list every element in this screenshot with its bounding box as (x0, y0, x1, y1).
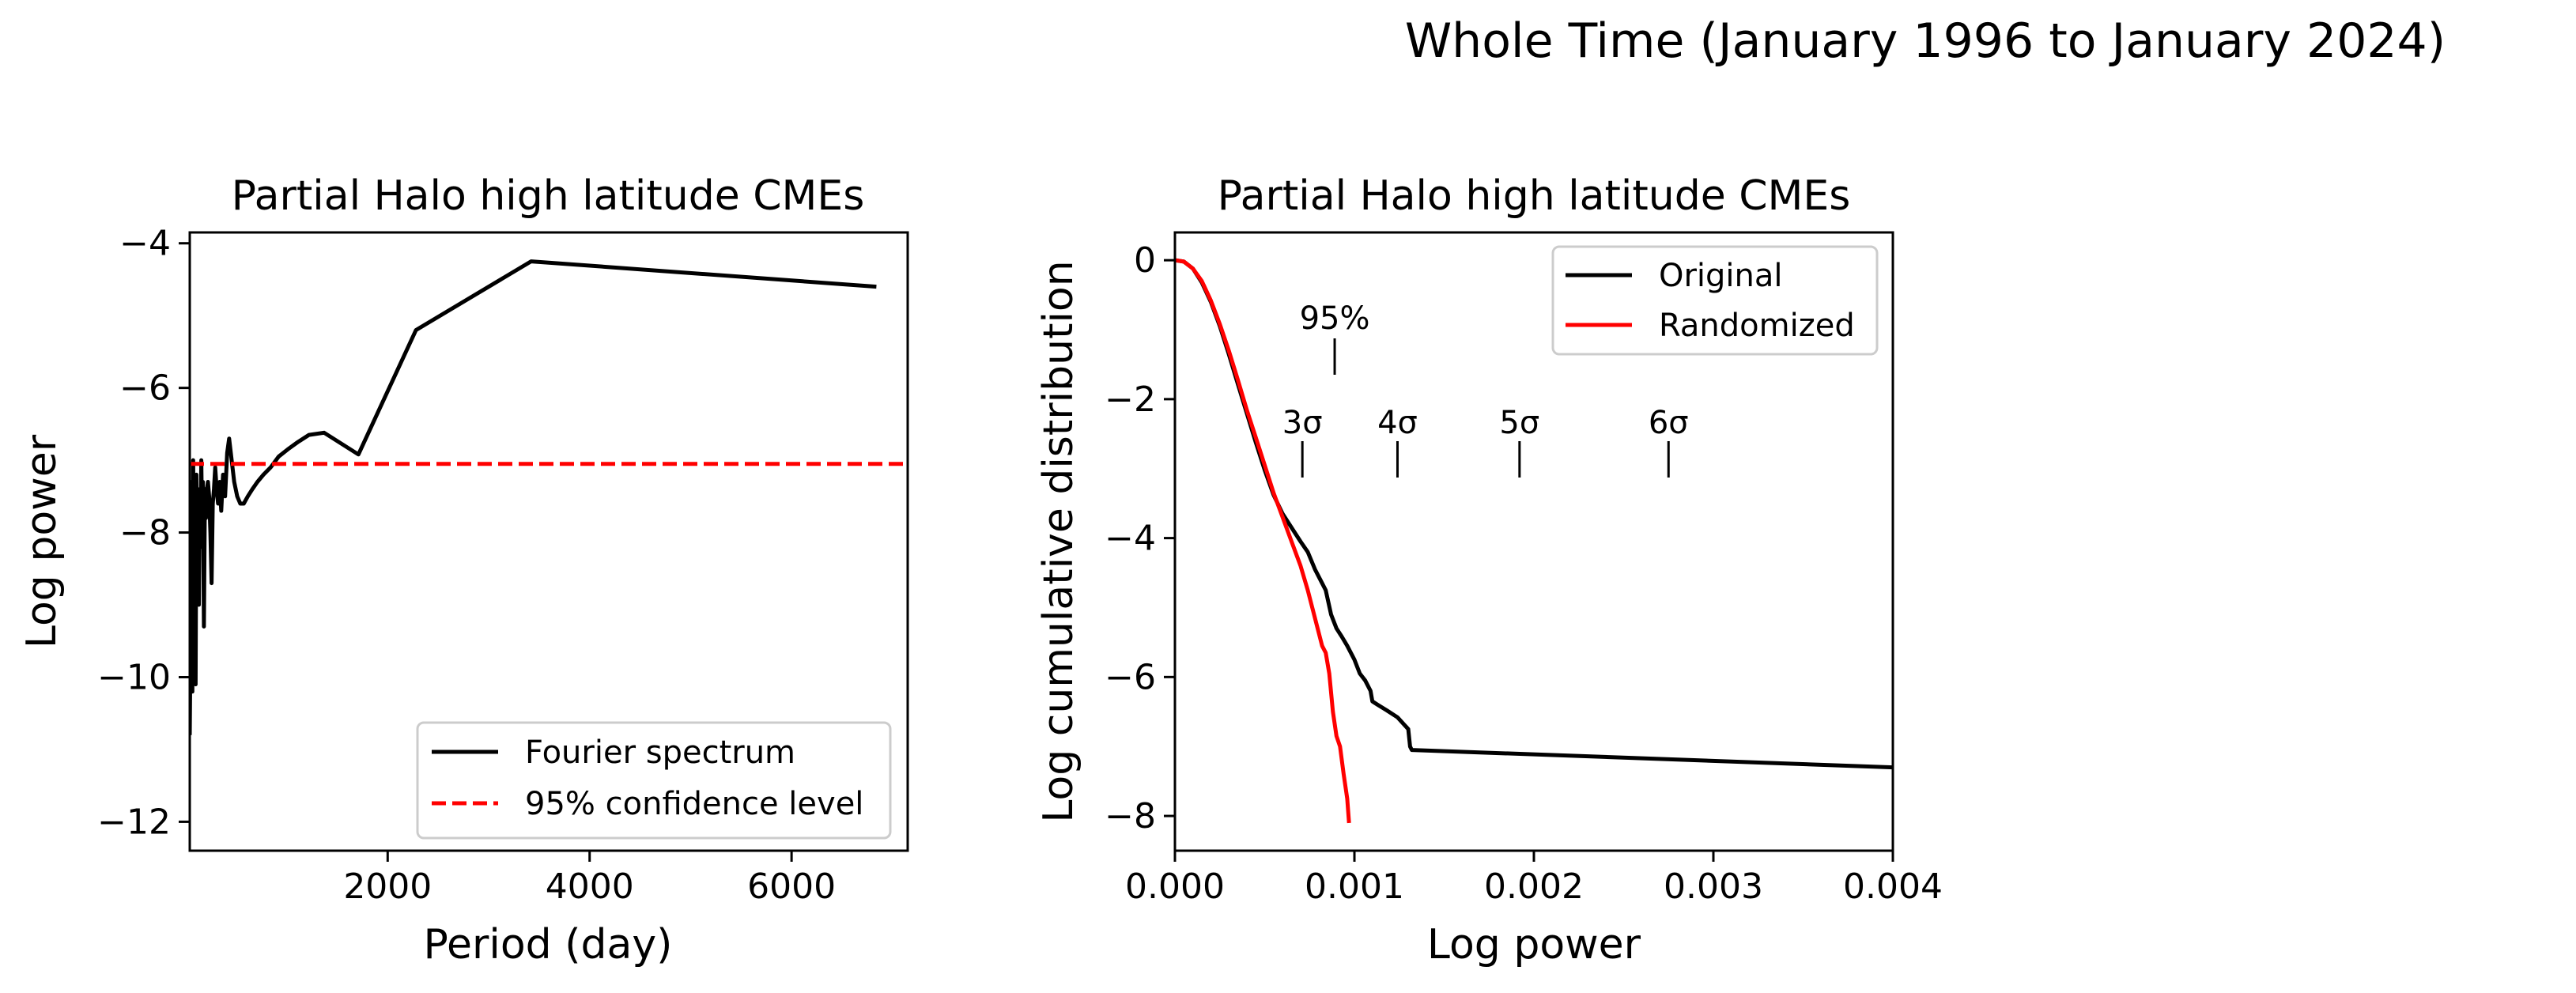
panel-cumulative-distribution: Partial Halo high latitude CMEs 95% 3σ 4σ 5… (1035, 172, 1943, 968)
x-tick-label: 0.001 (1305, 867, 1404, 907)
series-line-randomized (1175, 258, 1351, 824)
x-tick-label: 0.004 (1843, 867, 1943, 907)
y-tick-label: −4 (1105, 519, 1156, 559)
y-tick-label: −6 (1105, 657, 1156, 697)
figure-suptitle: Whole Time (January 1996 to January 2024… (1405, 13, 2446, 69)
legend-label-original: Original (1659, 258, 1783, 294)
annotation-label: 3σ (1282, 405, 1323, 441)
panel-1-axes-frame (188, 231, 909, 852)
annotation-label: 95% (1300, 300, 1370, 337)
panel-2-ylabel: Log cumulative distribution (1035, 260, 1082, 822)
panel-fourier-spectrum: Partial Halo high latitude CMEs 2000 4000… (18, 172, 909, 968)
y-tick-label: −10 (97, 657, 171, 697)
panel-1-legend-box (416, 721, 892, 840)
panel-1-legend: Fourier spectrum 95% confidence level (416, 721, 892, 840)
series-line-fourier-spectrum (190, 259, 877, 735)
y-tick-label: −8 (1105, 796, 1156, 836)
x-tick-label: 2000 (343, 867, 432, 907)
panel-1-title: Partial Halo high latitude CMEs (232, 172, 865, 220)
panel-1-ylabel: Log power (18, 434, 66, 648)
panel-2-legend: Original Randomized (1551, 245, 1879, 356)
x-tick-label: 6000 (747, 867, 836, 907)
y-tick-label: −12 (97, 802, 171, 842)
x-tick-label: 0.003 (1664, 867, 1763, 907)
y-tick-label: −4 (119, 224, 171, 264)
annotation-label: 5σ (1499, 405, 1539, 441)
panel-1-xlabel: Period (day) (424, 921, 673, 968)
x-tick-label: 0.002 (1484, 867, 1584, 907)
x-tick-label: 4000 (546, 867, 634, 907)
panel-2-xlabel: Log power (1427, 921, 1641, 968)
y-tick-label: 0 (1134, 240, 1156, 281)
y-tick-label: −2 (1105, 379, 1156, 420)
legend-label-confidence-level: 95% confidence level (525, 786, 863, 822)
panel-2-title: Partial Halo high latitude CMEs (1218, 172, 1851, 220)
legend-label-randomized: Randomized (1659, 308, 1855, 344)
panel-2-legend-box (1551, 245, 1879, 356)
annotation-label: 6σ (1649, 405, 1689, 441)
annotation-label: 4σ (1377, 405, 1418, 441)
legend-label-fourier-spectrum: Fourier spectrum (525, 734, 795, 771)
x-tick-label: 0.000 (1125, 867, 1225, 907)
y-tick-label: −8 (119, 513, 171, 553)
y-tick-label: −6 (119, 368, 171, 409)
